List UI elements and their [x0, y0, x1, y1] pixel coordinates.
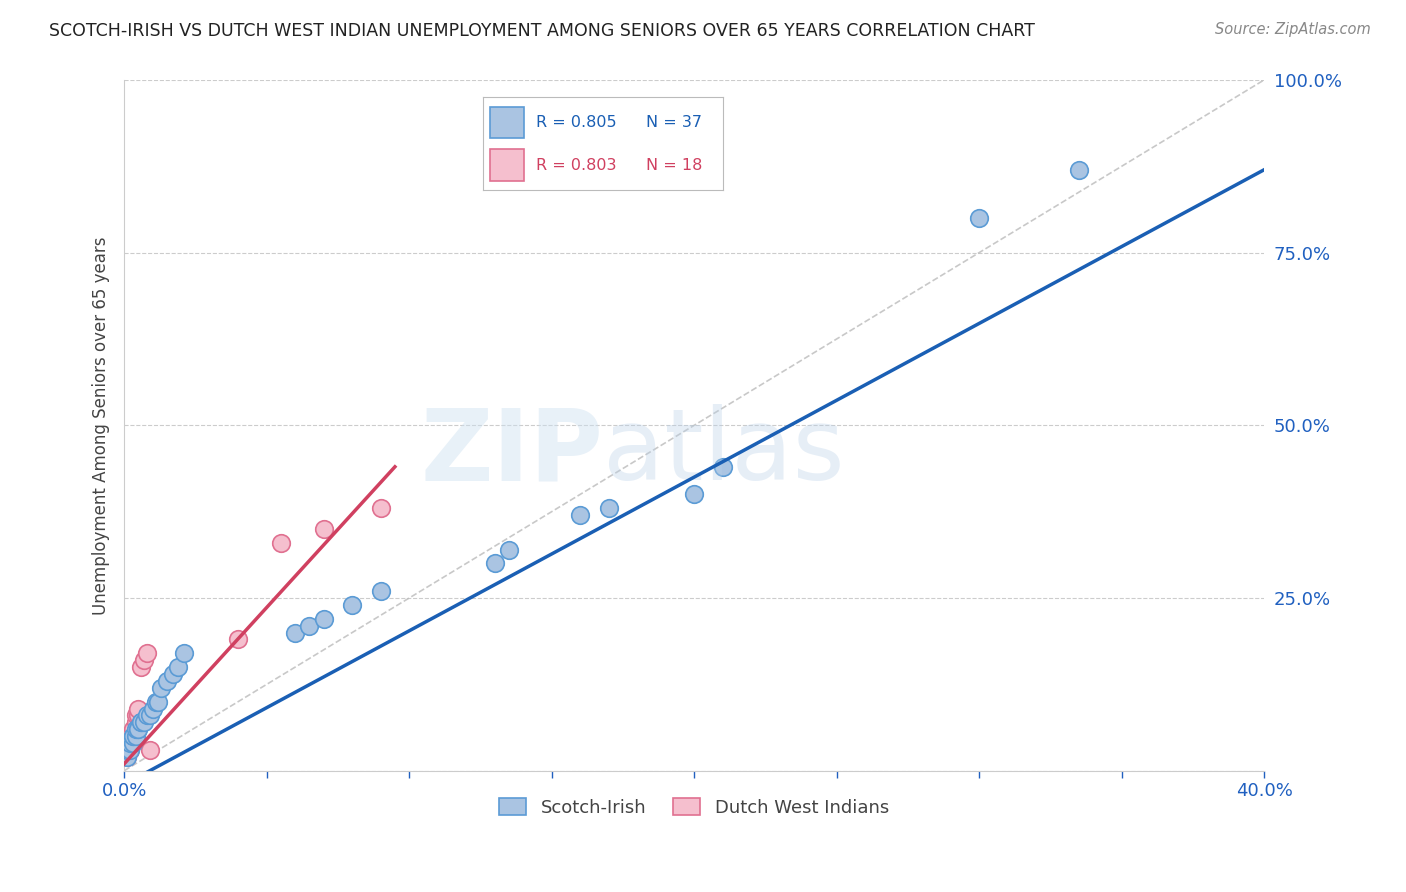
Point [145, 695, 167, 709]
Point [967, 211, 990, 226]
Point [121, 729, 143, 743]
Point [139, 743, 162, 757]
Point [131, 715, 153, 730]
Point [711, 459, 734, 474]
Point [124, 715, 146, 730]
Point [284, 625, 307, 640]
Point [569, 508, 592, 522]
Text: ZIP: ZIP [420, 404, 603, 501]
Point [134, 715, 156, 730]
Point [131, 660, 153, 674]
Point [173, 646, 195, 660]
Point [124, 708, 146, 723]
Point [683, 487, 706, 501]
Point [142, 701, 165, 715]
Point [598, 501, 620, 516]
Point [167, 660, 190, 674]
Point [148, 695, 170, 709]
Point [156, 673, 179, 688]
Point [370, 501, 392, 516]
Point [312, 522, 335, 536]
Point [118, 743, 141, 757]
Text: Source: ZipAtlas.com: Source: ZipAtlas.com [1215, 22, 1371, 37]
Point [115, 743, 138, 757]
Point [127, 701, 149, 715]
Point [226, 632, 249, 647]
Point [118, 743, 141, 757]
Point [298, 618, 321, 632]
Point [118, 736, 141, 750]
Point [127, 723, 149, 737]
Point [312, 612, 335, 626]
Point [270, 535, 292, 549]
Point [115, 743, 138, 757]
Point [115, 750, 138, 764]
Point [136, 708, 159, 723]
Point [127, 723, 149, 737]
Point [150, 681, 173, 695]
Point [115, 750, 138, 764]
Point [124, 729, 146, 743]
Point [118, 736, 141, 750]
Point [121, 723, 143, 737]
Point [121, 729, 143, 743]
Point [498, 542, 520, 557]
Point [139, 708, 162, 723]
Point [370, 584, 392, 599]
Point [124, 723, 146, 737]
Point [162, 667, 184, 681]
Point [121, 729, 143, 743]
Point [340, 598, 363, 612]
Text: atlas: atlas [603, 404, 845, 501]
Point [484, 557, 506, 571]
Point [121, 736, 143, 750]
Point [127, 708, 149, 723]
Point [134, 653, 156, 667]
Legend: Scotch-Irish, Dutch West Indians: Scotch-Irish, Dutch West Indians [492, 791, 897, 824]
Y-axis label: Unemployment Among Seniors over 65 years: Unemployment Among Seniors over 65 years [93, 236, 110, 615]
Text: SCOTCH-IRISH VS DUTCH WEST INDIAN UNEMPLOYMENT AMONG SENIORS OVER 65 YEARS CORRE: SCOTCH-IRISH VS DUTCH WEST INDIAN UNEMPL… [49, 22, 1035, 40]
Point [136, 646, 159, 660]
Point [131, 715, 153, 730]
Point [1067, 162, 1090, 177]
